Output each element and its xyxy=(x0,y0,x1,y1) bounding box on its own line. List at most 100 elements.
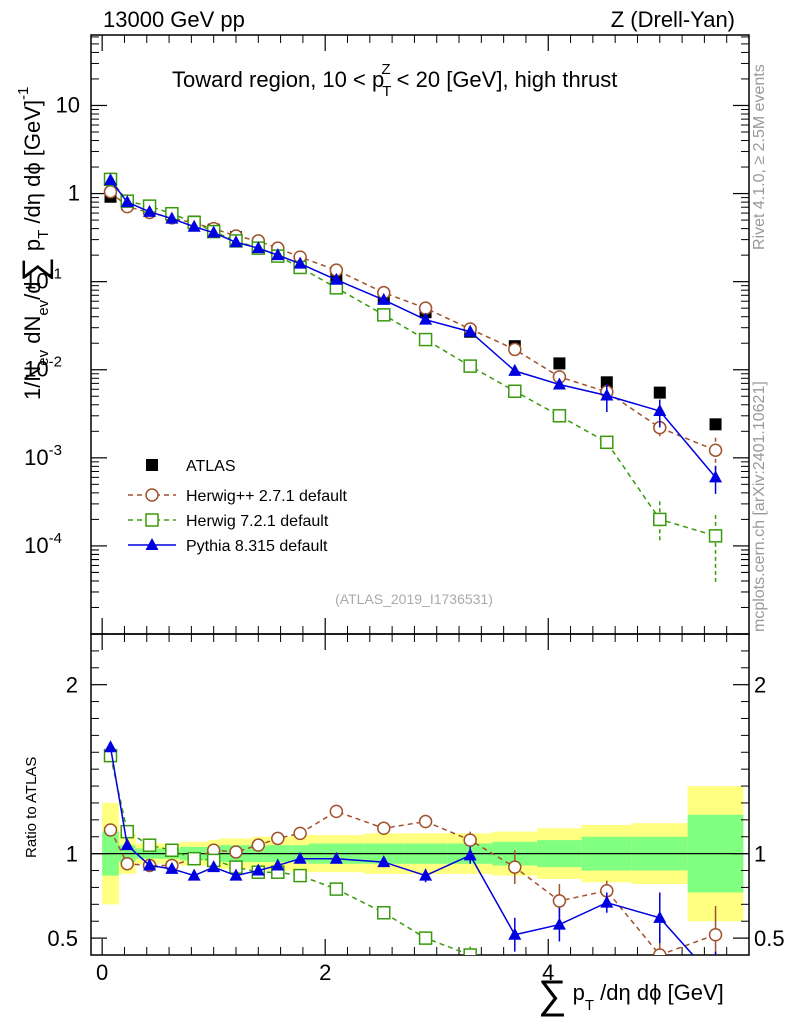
data-point xyxy=(207,225,221,238)
ratio-tick-label-right: 0.5 xyxy=(754,926,785,951)
ratio-point xyxy=(508,860,522,874)
legend-entry: Pythia 8.315 default xyxy=(128,538,328,555)
ratio-tick-label-left: 0.5 xyxy=(47,926,78,951)
data-point xyxy=(329,272,343,285)
series-line xyxy=(110,191,716,451)
data-point xyxy=(271,248,285,261)
ratio-point xyxy=(329,851,343,864)
data-point xyxy=(187,219,201,232)
y-tick-label: 10 xyxy=(56,92,80,117)
ratio-point xyxy=(654,1010,666,1022)
ratio-tick-label-right: 2 xyxy=(754,673,766,698)
data-point xyxy=(104,173,118,186)
data-point xyxy=(708,529,723,543)
data-point xyxy=(553,357,566,370)
legend-entry: Herwig++ 2.7.1 default xyxy=(128,488,348,505)
data-point xyxy=(251,241,265,254)
ratio-point xyxy=(103,823,118,837)
data-point xyxy=(653,386,666,399)
legend-entry: ATLAS xyxy=(146,458,236,475)
data-point xyxy=(377,308,391,322)
ratio-herwig-7-2-1-default xyxy=(103,748,722,1022)
analysis-watermark: (ATLAS_2019_I1736531) xyxy=(335,591,493,607)
data-point xyxy=(508,384,522,398)
main-series-group xyxy=(103,172,723,582)
ratio-point xyxy=(229,845,243,859)
y-tick-label: 10-2 xyxy=(24,354,62,382)
data-point xyxy=(103,184,118,199)
legend-marker xyxy=(146,459,158,471)
data-point xyxy=(120,195,134,208)
x-axis-label: ∑ pT /dη dϕ [GeV] xyxy=(538,973,724,1017)
ratio-point xyxy=(251,863,265,876)
ratio-point xyxy=(120,857,134,871)
plot-title: Toward region, 10 < pTZ < 20 [GeV], high… xyxy=(172,61,617,100)
data-point xyxy=(600,388,614,401)
ratio-point xyxy=(418,931,433,945)
data-point xyxy=(709,418,722,431)
ratio-point xyxy=(463,833,477,847)
legend-label: Herwig++ 2.7.1 default xyxy=(186,488,348,505)
ratio-point xyxy=(143,858,157,871)
legend-marker xyxy=(145,488,159,502)
data-point xyxy=(552,377,566,390)
legend-label: Herwig 7.2.1 default xyxy=(186,513,329,530)
header-right: Z (Drell-Yan) xyxy=(611,7,735,32)
series-line xyxy=(109,178,716,537)
ratio-point xyxy=(552,917,566,930)
y-tick-label: 10-4 xyxy=(24,530,62,558)
header-left: 13000 GeV pp xyxy=(103,7,245,32)
ratio-point xyxy=(419,868,433,881)
ratio-point xyxy=(120,824,134,839)
data-point xyxy=(552,409,567,423)
data-point xyxy=(418,301,433,315)
ratio-point xyxy=(293,826,307,841)
ratio-point xyxy=(120,838,134,851)
ratio-point xyxy=(508,927,522,940)
ratio-point xyxy=(329,882,344,896)
mcplots-label: mcplots.cern.ch [arXiv:2401.10621] xyxy=(751,381,768,632)
ratio-point xyxy=(653,910,667,923)
data-point xyxy=(600,376,613,389)
rivet-label: Rivet 4.1.0, ≥ 2.5M events xyxy=(751,64,768,250)
data-point xyxy=(377,292,391,305)
main-y-axis-label: 1/Nev dNev/d∑ pT /dη dϕ [GeV]-1 xyxy=(15,87,54,400)
data-point xyxy=(229,235,243,248)
ratio-line xyxy=(109,755,473,955)
y-tick-label: 10-1 xyxy=(24,266,62,294)
ratio-point xyxy=(377,821,391,836)
ratio-point xyxy=(229,868,243,881)
data-point xyxy=(463,359,477,373)
ratio-point xyxy=(165,843,179,858)
ratio-point xyxy=(271,831,285,846)
ratio-y-axis-label: Ratio to ATLAS xyxy=(23,757,40,858)
data-point xyxy=(508,363,522,376)
ratio-tick-label-left: 2 xyxy=(66,673,78,698)
data-point xyxy=(143,204,157,217)
legend-marker xyxy=(145,538,159,550)
axis-ticks: 10-4 10-3 10-2 10-1 1 10 0.5 0.5 1 1 2 2 0 2 4 xyxy=(24,35,785,985)
data-point xyxy=(653,512,667,527)
ratio-point xyxy=(418,814,433,829)
ratio-point xyxy=(187,868,201,881)
ratio-tick-label-right: 1 xyxy=(754,842,766,867)
data-point xyxy=(165,211,179,224)
ratio-point xyxy=(293,851,307,864)
ratio-point xyxy=(207,860,221,873)
x-tick-label: 4 xyxy=(542,960,554,985)
ratio-point xyxy=(710,1008,722,1020)
series-line xyxy=(109,179,717,478)
ratio-point xyxy=(552,894,567,908)
ratio-point xyxy=(293,868,307,883)
data-point xyxy=(419,312,433,325)
ratio-point xyxy=(104,740,118,753)
x-tick-label: 0 xyxy=(96,960,108,985)
legend-label: ATLAS xyxy=(186,458,236,475)
ratio-point xyxy=(377,855,391,868)
data-point xyxy=(418,332,433,347)
ratio-point xyxy=(251,838,266,852)
data-point xyxy=(293,256,307,269)
data-point xyxy=(709,470,723,483)
ratio-point xyxy=(708,927,723,942)
